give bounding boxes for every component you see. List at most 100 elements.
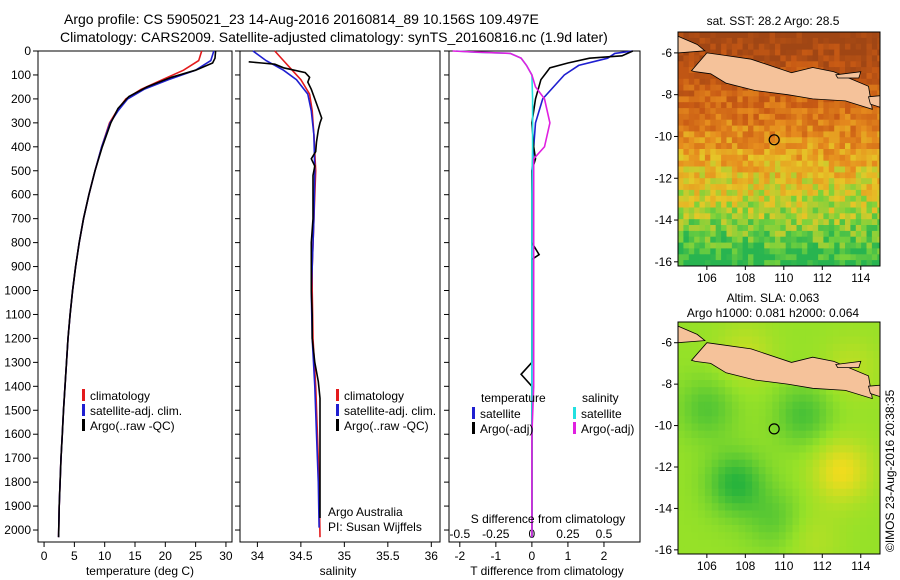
map-cell (764, 178, 771, 185)
map-cell (758, 230, 765, 238)
map-cell (801, 43, 808, 51)
map-cell (704, 207, 711, 214)
map-cell (694, 73, 701, 80)
map-cell (785, 242, 792, 249)
map-cell (764, 242, 771, 249)
map-cell (731, 510, 740, 519)
map-y-tick-label: -8 (661, 377, 672, 391)
map-cell (748, 90, 754, 97)
map-cell (731, 49, 738, 56)
map-cell (785, 409, 793, 417)
y-tick-label: 1500 (4, 403, 31, 417)
map-x-tick-label: 112 (813, 271, 832, 285)
map-cell (779, 329, 787, 338)
map-cell (721, 131, 727, 138)
map-cell (758, 322, 766, 330)
map-cell (742, 260, 749, 267)
map-cell (853, 496, 861, 504)
map-cell (731, 219, 738, 226)
map-cell (834, 61, 841, 68)
map-cell (855, 236, 862, 243)
map-cell (769, 201, 776, 208)
map-cell (715, 225, 722, 232)
map-cell (769, 149, 776, 156)
map-cell (684, 546, 692, 555)
map-cell (752, 430, 760, 439)
map-cell (839, 254, 846, 261)
map-cell (779, 322, 787, 330)
map-cell (765, 474, 773, 482)
map-cell (818, 61, 824, 68)
map-cell (758, 184, 765, 191)
map-cell (873, 372, 881, 381)
map-cell (698, 343, 706, 352)
legend-entry: climatology (90, 389, 150, 403)
map-cell (807, 154, 814, 162)
map-cell (791, 119, 797, 126)
map-cell (769, 254, 776, 261)
map-cell (772, 430, 780, 439)
x-tick-label: 0 (529, 549, 536, 563)
map-cell (818, 172, 824, 179)
map-cell (801, 154, 808, 162)
map-cell (832, 423, 841, 432)
map-cell (737, 32, 744, 39)
temperature-panel: 0 5 10 15 20 25 300100200300400500600700800900… (4, 44, 233, 563)
map-cell (792, 481, 800, 490)
map-cell (710, 242, 717, 249)
map-cell (764, 225, 771, 232)
map-cell (715, 213, 722, 220)
map-cell (861, 78, 867, 86)
map-cell (792, 336, 800, 345)
map-cell (826, 322, 834, 330)
map-cell (796, 108, 803, 115)
secondary-x-tick-label: 0.25 (556, 527, 580, 541)
map-cell (871, 213, 878, 220)
map-cell (704, 416, 713, 424)
map-cell (738, 452, 746, 461)
map-cell (846, 343, 854, 352)
map-cell (801, 178, 808, 185)
map-cell (799, 496, 807, 504)
map-cell (861, 219, 867, 226)
map-cell (725, 372, 733, 381)
map-cell (796, 236, 803, 243)
map-cell (845, 143, 851, 150)
map-cell (877, 201, 881, 208)
map-cell (748, 37, 754, 45)
map-cell (873, 496, 881, 504)
map-cell (807, 113, 814, 121)
map-cell (678, 517, 686, 526)
map-cell (721, 84, 727, 91)
map-cell (694, 55, 701, 62)
map-cell (807, 108, 814, 115)
legend-swatch (336, 404, 339, 416)
map-cell (715, 154, 722, 162)
map-cell (753, 113, 760, 121)
map-cell (698, 532, 706, 540)
map-cell (758, 154, 765, 162)
map-cell (678, 184, 684, 191)
map-cell (839, 67, 846, 74)
map-cell (698, 438, 706, 446)
map-cell (731, 474, 740, 482)
map-cell (772, 503, 780, 511)
map-cell (721, 119, 727, 126)
map-cell (731, 230, 738, 238)
map-cell (710, 84, 717, 91)
x-tick-label: 34 (251, 549, 265, 563)
map-cell (807, 160, 814, 167)
legend-swatch (82, 389, 85, 401)
map-cell (805, 546, 814, 555)
map-cell (678, 143, 684, 150)
x-tick-label: 20 (159, 549, 173, 563)
legend-swatch (573, 407, 576, 419)
map-cell (742, 96, 749, 103)
map-cell (823, 108, 830, 115)
map-cell (715, 166, 722, 173)
map-cell (678, 55, 684, 62)
map-cell (772, 452, 780, 461)
map-cell (799, 438, 807, 446)
map-cell (764, 119, 771, 126)
map-cell (772, 539, 780, 548)
